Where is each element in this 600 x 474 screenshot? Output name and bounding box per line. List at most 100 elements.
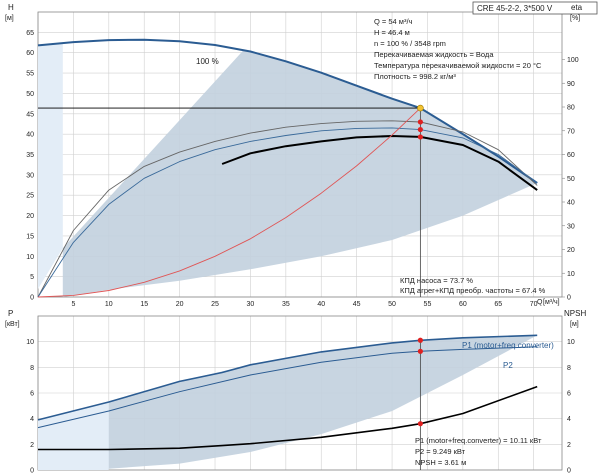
y-left-tick-label: 20 [26, 213, 34, 220]
info-head: H = 46.4 м [374, 28, 410, 37]
y-right-tick-label: 70 [567, 128, 575, 135]
curve-efficiency-pump [37, 120, 538, 298]
curve-bottom-p2 [37, 346, 538, 429]
curve-system-curve [37, 107, 421, 298]
y-left-tick-label-bottom: 0 [30, 468, 34, 474]
y-right-title-top: eta [571, 3, 583, 12]
y-right-tick-label-bottom: 4 [567, 416, 571, 423]
x-tick-label: 60 [459, 301, 467, 308]
info-temperature: Температура перекачиваемой жидкости = 20… [374, 61, 542, 70]
y-left-tick-label: 25 [26, 193, 34, 200]
frame-bottom [37, 315, 563, 471]
y-right-tick-label: 50 [567, 176, 575, 183]
y-right-tick-label: 60 [567, 152, 575, 159]
curve-efficiency-total [221, 135, 538, 191]
x-tick-label: 10 [105, 301, 113, 308]
y-right-tick-label: 30 [567, 223, 575, 230]
y-right-tick-label: 80 [567, 105, 575, 112]
y-left-unit-top: [м] [5, 15, 14, 22]
curve-head [37, 38, 538, 184]
info-eta-total: КПД агрег+КПД преобр. частоты = 67.4 % [400, 286, 546, 295]
p2-point-marker [417, 348, 423, 354]
y-right-tick-label: 20 [567, 247, 575, 254]
x-tick-label: 15 [140, 301, 148, 308]
y-left-tick-label: 50 [26, 91, 34, 98]
p1-point-marker [417, 337, 423, 343]
curve-efficiency-pump-second [37, 127, 538, 298]
shaded-light-bottom [38, 402, 109, 470]
info-speed: n = 100 % / 3548 rpm [374, 39, 446, 48]
x-tick-label: 65 [494, 301, 502, 308]
model-box [472, 1, 598, 15]
info-density: Плотность = 998.2 кг/м³ [374, 72, 456, 81]
x-tick-label: 70 [530, 301, 538, 308]
info-p2: P2 = 9.249 кВт [415, 447, 466, 456]
shaded-range-bottom [38, 335, 538, 470]
info-p1: P1 (motor+freq.converter) = 10.11 кВт [415, 436, 542, 445]
y-left-tick-label: 60 [26, 50, 34, 57]
y-left-title-bottom: P [8, 309, 13, 318]
eta-point-marker [417, 119, 423, 125]
y-left-tick-label-bottom: 6 [30, 391, 34, 398]
curve-bottom-p1 [37, 334, 538, 421]
legend-p1: P1 (motor+freq.converter) [462, 341, 554, 350]
x-unit: [м³/ч] [543, 299, 560, 306]
x-tick-label: 35 [282, 301, 290, 308]
y-left-tick-label: 65 [26, 30, 34, 37]
y-right-tick-label: 10 [567, 271, 575, 278]
y-right-tick-label-bottom: 10 [567, 339, 575, 346]
y-right-tick-label-bottom: 6 [567, 391, 571, 398]
x-tick-label: 20 [176, 301, 184, 308]
y-left-title-top: H [8, 3, 14, 12]
shaded-light-top [38, 42, 63, 289]
x-tick-label: 5 [71, 301, 75, 308]
y-left-tick-label: 30 [26, 172, 34, 179]
range-shading [38, 42, 538, 470]
y-left-tick-label: 0 [30, 295, 34, 302]
shaded-range-top [62, 50, 538, 297]
x-tick-label: 25 [211, 301, 219, 308]
info-bottom: P1 (motor+freq.converter) = 10.11 кВт P2… [415, 436, 542, 467]
x-tick-label: 40 [317, 301, 325, 308]
y-right-tick-label: 40 [567, 200, 575, 207]
y-right-unit-bottom: [м] [570, 321, 579, 328]
info-top: Q = 54 м³/ч H = 46.4 м n = 100 % / 3548 … [374, 17, 542, 81]
legend-p2: P2 [503, 361, 513, 370]
eta-point-marker [417, 134, 423, 140]
y-left-unit-bottom: [кВт] [5, 321, 20, 328]
y-left-tick-label-bottom: 10 [26, 339, 34, 346]
x-tick-label: 50 [388, 301, 396, 308]
info-eta-pump: КПД насоса = 73.7 % [400, 276, 473, 285]
y-right-tick-label: 100 [567, 57, 579, 64]
info-flow: Q = 54 м³/ч [374, 17, 413, 26]
curves [37, 38, 538, 451]
markers [38, 104, 424, 470]
y-right-unit-top: [%] [570, 15, 580, 22]
y-left-tick-label: 40 [26, 132, 34, 139]
x-tick-label: 55 [424, 301, 432, 308]
x-title: Q [537, 299, 543, 306]
model-title: CRE 45-2-2, 3*500 V [477, 4, 553, 13]
y-left-tick-label: 5 [30, 274, 34, 281]
y-left-tick-label: 35 [26, 152, 34, 159]
y-left-tick-label-bottom: 4 [30, 416, 34, 423]
y-left-tick-label: 10 [26, 254, 34, 261]
x-tick-label: 30 [247, 301, 255, 308]
y-left-tick-label-bottom: 2 [30, 442, 34, 449]
y-left-tick-label: 15 [26, 233, 34, 240]
eta-point-marker [417, 126, 423, 133]
npsh-point-marker [417, 421, 423, 427]
duty-point-marker [417, 104, 424, 112]
y-right-tick-label: 0 [567, 295, 571, 302]
y-right-title-bottom: NPSH [564, 309, 586, 318]
info-eta: КПД насоса = 73.7 % КПД агрег+КПД преобр… [400, 276, 546, 295]
curve-speed-label: 100 % [196, 57, 219, 66]
y-right-tick-label-bottom: 2 [567, 442, 571, 449]
x-tick-label: 45 [353, 301, 361, 308]
axis-labels: 5 10 15 20 25 30 35 40 45 50 55 60 65 700510152025303… [26, 30, 579, 474]
y-left-tick-label-bottom: 8 [30, 365, 34, 372]
curve-bottom-npsh [38, 385, 538, 451]
y-left-tick-label: 55 [26, 71, 34, 78]
y-left-tick-label: 45 [26, 111, 34, 118]
